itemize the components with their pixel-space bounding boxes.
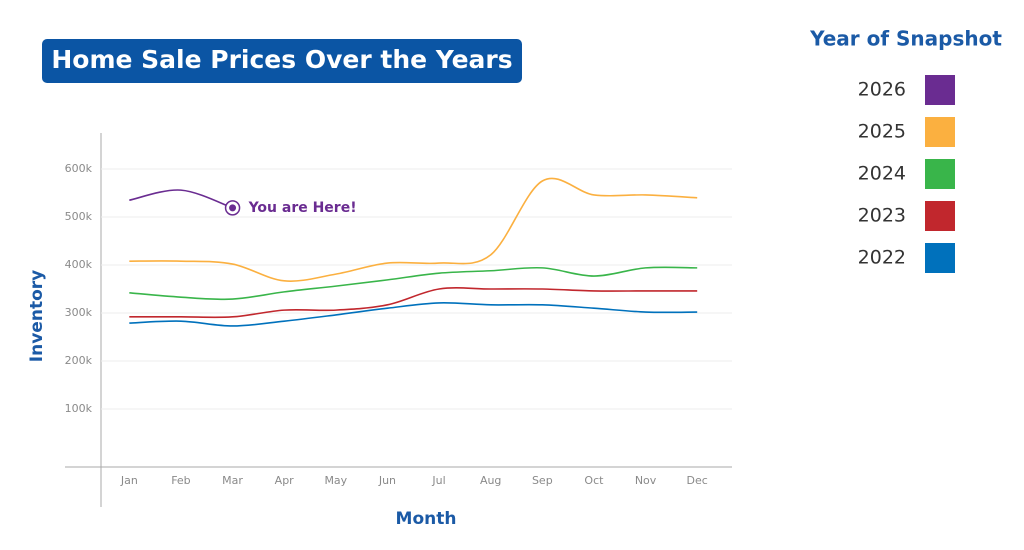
chart-title: Home Sale Prices Over the Years (51, 45, 512, 74)
legend-swatch (925, 201, 955, 231)
legend-label: 2024 (858, 163, 906, 185)
y-tick-label: 400k (65, 258, 93, 271)
y-tick-label: 300k (65, 306, 93, 319)
x-tick-label: Dec (687, 474, 708, 487)
y-tick-label: 600k (65, 162, 93, 175)
annotation: You are Here! (248, 200, 357, 216)
x-tick-label: Apr (275, 474, 295, 487)
x-tick-label: Jan (120, 474, 138, 487)
x-tick-label: Jun (378, 474, 396, 487)
legend-label: 2022 (858, 247, 906, 269)
x-tick-label: May (324, 474, 347, 487)
legend-label: 2026 (858, 79, 906, 101)
x-axis-title: Month (396, 509, 457, 529)
title-box (42, 39, 522, 83)
series-line (129, 266, 698, 301)
series-line (129, 177, 698, 282)
y-tick-label: 500k (65, 210, 93, 223)
legend-swatch (925, 75, 955, 105)
legend-title: Year of Snapshot (809, 27, 1002, 51)
x-tick-label: Nov (635, 474, 657, 487)
x-tick-label: Oct (584, 474, 604, 487)
y-tick-label: 200k (65, 354, 93, 367)
y-tick-label: 100k (65, 402, 93, 415)
series-line (129, 287, 698, 319)
x-tick-label: Sep (532, 474, 553, 487)
legend-swatch (925, 117, 955, 147)
legend-label: 2025 (858, 121, 906, 143)
legend-swatch (925, 159, 955, 189)
legend-swatch (925, 243, 955, 273)
x-tick-label: Aug (480, 474, 501, 487)
x-tick-label: Jul (431, 474, 445, 487)
y-axis-title: Inventory (27, 270, 47, 362)
x-tick-label: Feb (171, 474, 190, 487)
series-line (129, 302, 698, 327)
x-tick-label: Mar (222, 474, 243, 487)
series-line (129, 189, 233, 209)
legend-label: 2023 (858, 205, 906, 227)
annotation-marker (229, 204, 237, 212)
